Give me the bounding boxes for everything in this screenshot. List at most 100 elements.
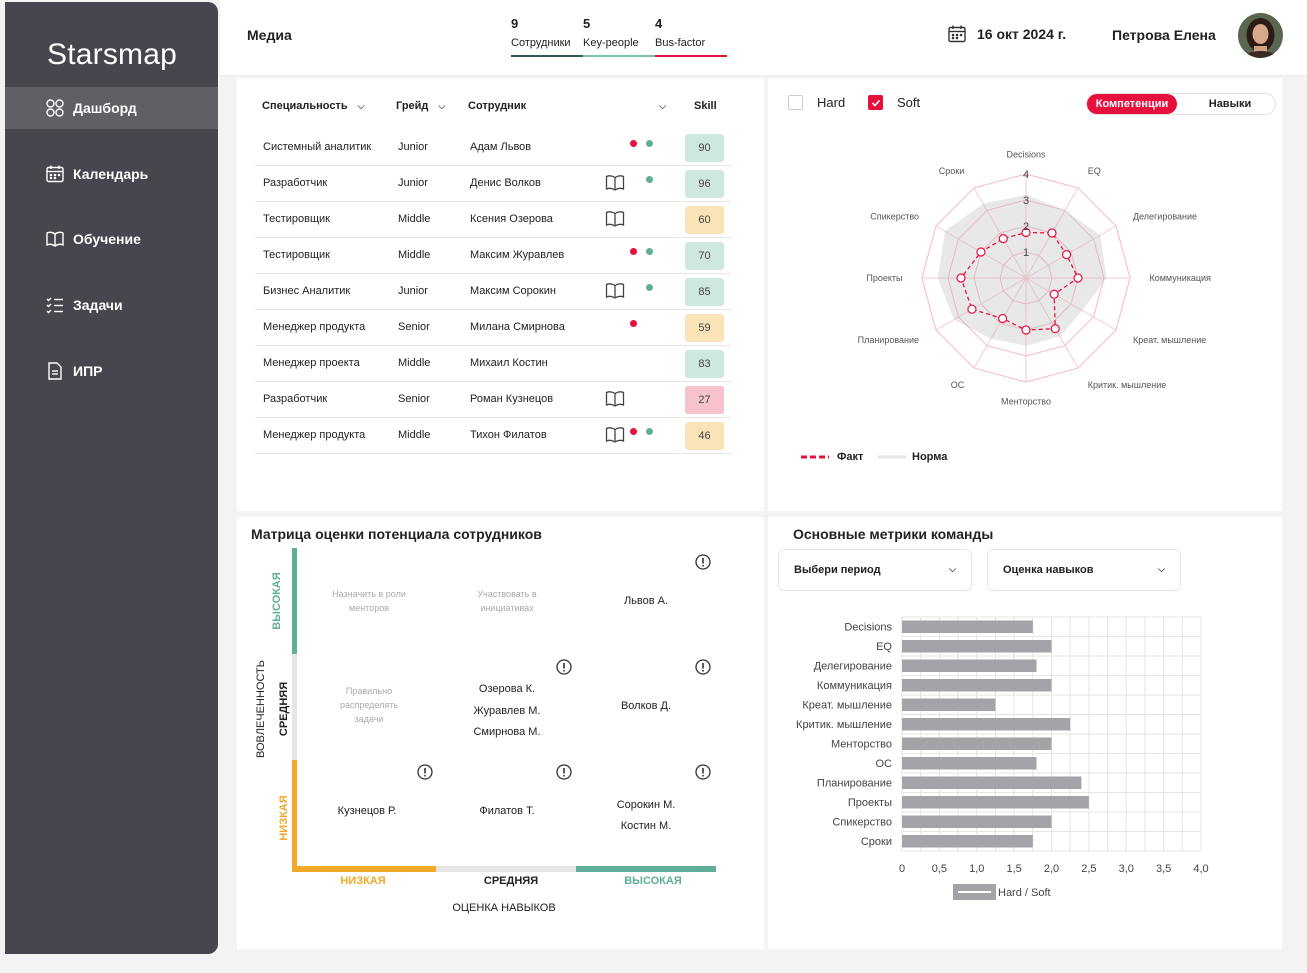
stat-number: 4: [655, 16, 663, 31]
x-level-low: НИЗКАЯ: [340, 875, 386, 887]
cell-low-mid[interactable]: Филатов Т.: [467, 805, 547, 817]
metric-type-select[interactable]: Оценка навыков ⌵: [987, 549, 1181, 591]
warning-icon[interactable]: [556, 659, 572, 675]
cell-employee[interactable]: Тихон Филатов: [470, 429, 547, 441]
level-bar-mid-x: [436, 866, 576, 872]
table-row[interactable]: Тестировщик Middle Ксения Озерова 60: [255, 202, 731, 238]
category-label: Спикерство: [832, 817, 892, 829]
nav-item-tasks[interactable]: Задачи: [5, 284, 218, 326]
nav-label: Календарь: [73, 166, 149, 182]
tab-competencies[interactable]: Компетенции: [1087, 94, 1177, 114]
employee-name[interactable]: Озерова К.: [478, 683, 536, 695]
sidebar: Starsmap Дашборд Календарь Обучение Зада…: [5, 2, 218, 954]
cell-employee[interactable]: Милана Смирнова: [470, 321, 565, 333]
table-row[interactable]: Тестировщик Middle Максим Журавлев 70: [255, 238, 731, 274]
bus-factor-dot: [630, 248, 637, 255]
radar-fact-point: [1050, 324, 1060, 334]
employee-name[interactable]: Костин М.: [620, 820, 672, 832]
competencies-radar-panel: Hard Soft Компетенции Навыки 1 2 3 4 Decisio…: [768, 78, 1282, 511]
cell-low-low[interactable]: Кузнецов Р.: [327, 805, 407, 817]
cell-employee[interactable]: Адам Львов: [470, 141, 532, 153]
column-header-label: Грейд: [396, 100, 429, 112]
date-picker[interactable]: 16 окт 2024 г.: [947, 24, 1066, 44]
stat-key-people[interactable]: 5 Key-people: [583, 16, 655, 57]
radar-axis-label: Креат. мышление: [1133, 335, 1206, 345]
radar-tick-label: 1: [1023, 247, 1029, 259]
nav-item-calendar[interactable]: Календарь: [5, 153, 218, 195]
y-level-high: ВЫСОКАЯ: [271, 572, 283, 630]
cell-mid-mid[interactable]: Озерова К. Журавлев М. Смирнова М.: [467, 679, 547, 744]
soft-checkbox[interactable]: Soft: [868, 95, 920, 110]
bar: [902, 659, 1037, 672]
hard-label: Hard: [817, 95, 846, 110]
table-row[interactable]: Разработчик Senior Роман Кузнецов 27: [255, 382, 731, 418]
employee-name[interactable]: Смирнова М.: [473, 726, 541, 738]
radar-fact-point: [1061, 249, 1072, 260]
x-axis-title: ОЦЕНКА НАВЫКОВ: [452, 902, 556, 914]
book-icon: [46, 231, 64, 247]
key-people-dot: [646, 140, 653, 147]
cell-mid-high[interactable]: Волков Д.: [609, 700, 683, 712]
bar: [902, 679, 1052, 692]
cell-employee[interactable]: Максим Сорокин: [470, 285, 556, 297]
cell-employee[interactable]: Денис Волков: [470, 177, 541, 189]
warning-icon[interactable]: [417, 764, 433, 780]
employee-name[interactable]: Журавлев М.: [473, 704, 541, 717]
cell-employee[interactable]: Михаил Костин: [470, 357, 548, 369]
employee-name[interactable]: Филатов Т.: [479, 805, 535, 817]
employee-name[interactable]: Волков Д.: [620, 700, 672, 712]
tab-skills[interactable]: Навыки: [1208, 98, 1252, 110]
warning-icon[interactable]: [556, 764, 572, 780]
skill-badge: 96: [685, 170, 724, 198]
user-name[interactable]: Петрова Елена: [1112, 27, 1216, 43]
cell-high-high[interactable]: Львов А.: [609, 595, 683, 607]
warning-icon[interactable]: [695, 659, 711, 675]
table-row[interactable]: Менеджер продукта Senior Милана Смирнова 59: [255, 310, 731, 346]
stat-label: Сотрудники: [511, 37, 571, 49]
radar-axis-label: Сроки: [939, 166, 964, 176]
stat-bus-factor[interactable]: 4 Bus-factor: [655, 16, 727, 57]
column-header-specialty[interactable]: Специальность ⌵: [262, 100, 364, 112]
avatar[interactable]: [1238, 13, 1283, 58]
category-label: Проекты: [848, 797, 892, 809]
cell-employee[interactable]: Максим Журавлев: [470, 249, 565, 261]
key-people-dot: [646, 248, 653, 255]
category-label: Сроки: [861, 836, 892, 848]
radar-fact-point: [998, 313, 1008, 324]
employee-name[interactable]: Сорокин М.: [616, 799, 676, 811]
employees-table-panel: Специальность ⌵ Грейд ⌵ Сотрудник ⌵ Skill С…: [237, 78, 764, 511]
radar-fact-point: [1021, 325, 1031, 335]
checkbox-unchecked[interactable]: [788, 95, 803, 110]
table-row[interactable]: Бизнес Аналитик Junior Максим Сорокин 85: [255, 274, 731, 310]
bar: [902, 835, 1033, 848]
column-header-skill[interactable]: Skill: [694, 100, 717, 112]
employee-name[interactable]: Львов А.: [623, 595, 669, 607]
cell-employee[interactable]: Роман Кузнецов: [470, 393, 554, 405]
table-row[interactable]: Менеджер продукта Middle Тихон Филатов 46: [255, 418, 731, 454]
checkbox-checked[interactable]: [868, 95, 883, 110]
cell-employee[interactable]: Ксения Озерова: [470, 213, 553, 225]
cell-grade: Junior: [398, 141, 428, 153]
cell-grade: Senior: [398, 393, 430, 405]
table-row[interactable]: Разработчик Junior Денис Волков 96: [255, 166, 731, 202]
column-header-grade[interactable]: Грейд ⌵: [396, 100, 445, 112]
hint-mentors: Назначить в роли менторов: [332, 589, 406, 613]
period-select[interactable]: Выбери период ⌵: [778, 549, 972, 591]
warning-icon[interactable]: [695, 764, 711, 780]
table-row[interactable]: Менеджер проекта Middle Михаил Костин 83: [255, 346, 731, 382]
legend-fact: Факт: [801, 451, 863, 463]
category-label: Критик. мышление: [796, 719, 892, 731]
radar-fact-point: [967, 304, 977, 314]
nav-label: Обучение: [73, 231, 141, 247]
warning-icon[interactable]: [695, 554, 711, 570]
table-row[interactable]: Системный аналитик Junior Адам Львов 90: [255, 130, 731, 166]
nav-item-dashboard[interactable]: Дашборд: [5, 87, 218, 129]
cell-low-high[interactable]: Сорокин М. Костин М.: [609, 795, 683, 837]
hard-checkbox[interactable]: Hard: [788, 95, 845, 110]
employee-name[interactable]: Кузнецов Р.: [337, 805, 397, 817]
nav-item-learning[interactable]: Обучение: [5, 218, 218, 260]
nav-item-idp[interactable]: ИПР: [5, 350, 218, 392]
stat-employees[interactable]: 9 Сотрудники: [511, 16, 583, 57]
key-people-dot: [646, 428, 653, 435]
column-header-employee[interactable]: Сотрудник ⌵: [468, 100, 666, 112]
